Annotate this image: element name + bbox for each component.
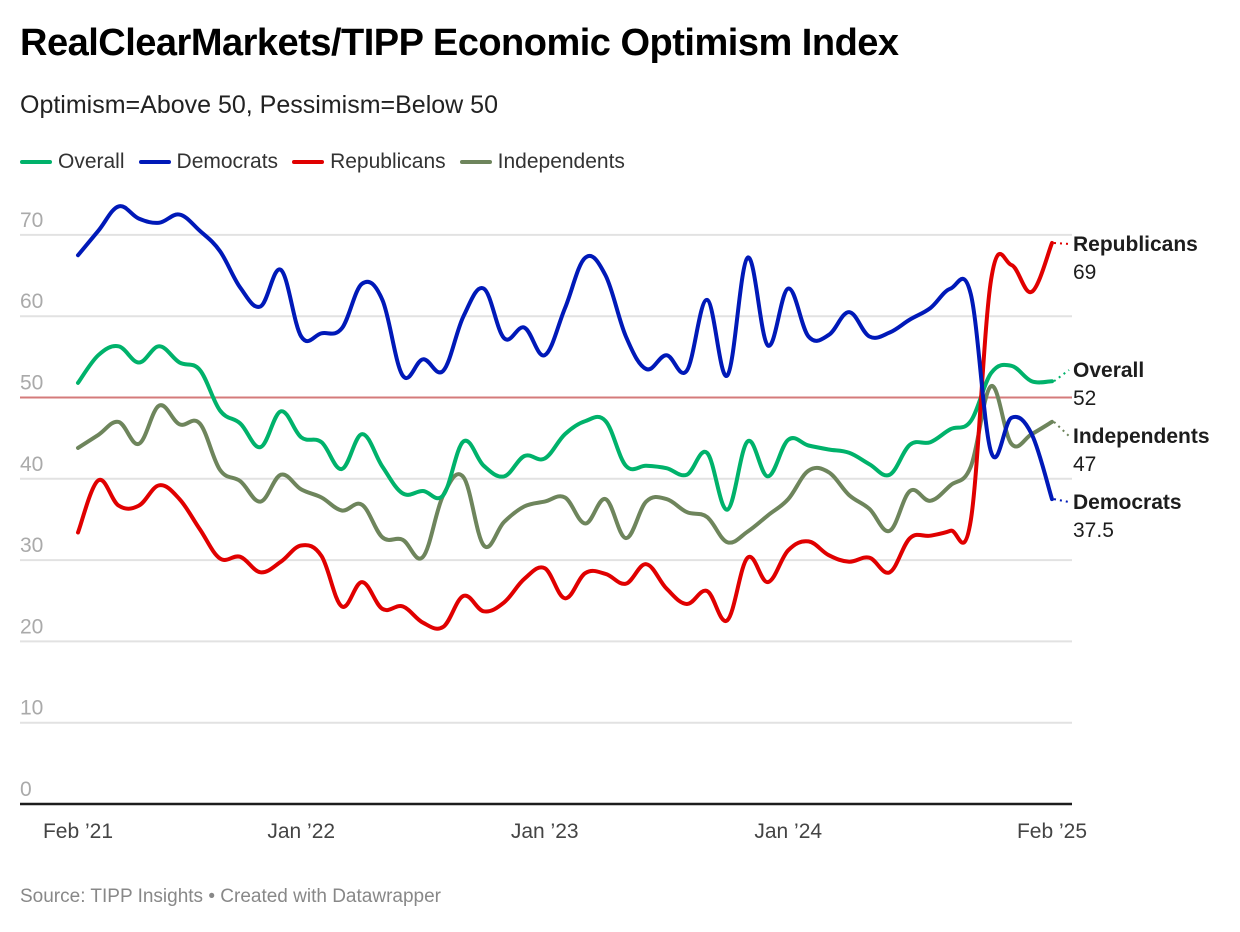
end-label-democrats: Democrats [1073,491,1182,514]
series-line-republicans [76,241,1054,631]
legend-swatch-independents [459,160,492,164]
legend-label-overall: Overall [58,150,125,173]
legend-item-democrats: Democrats [138,150,279,174]
source-note: Source: TIPP Insights • Created with Dat… [20,886,441,907]
gridlines [20,233,1072,724]
end-value-overall: 52 [1073,387,1096,410]
series-line-overall [76,344,1054,512]
end-label-connector [1053,498,1070,503]
y-tick-label: 20 [20,615,43,638]
end-labels: Overall 52 Democrats 37.5 Republicans 69 Indep… [1053,233,1210,542]
y-tick-label: 10 [20,697,43,720]
end-value-independents: 47 [1073,453,1096,476]
legend: Overall Democrats Republicans Independen… [20,150,625,174]
y-axis-ticks: 0 10 20 30 40 50 60 70 [20,209,43,801]
end-value-republicans: 69 [1073,261,1096,284]
y-tick-label: 30 [20,534,43,557]
end-value-democrats: 37.5 [1073,519,1114,542]
x-tick-label: Jan ’24 [754,820,822,843]
end-label-republicans: Republicans [1073,233,1198,256]
y-tick-label: 50 [20,372,43,395]
y-tick-label: 0 [20,778,32,801]
x-tick-label: Feb ’25 [1017,820,1087,843]
x-tick-label: Jan ’23 [511,820,579,843]
x-tick-label: Feb ’21 [43,820,113,843]
legend-swatch-overall [20,160,52,164]
series-line-democrats [76,204,1054,502]
y-tick-label: 40 [20,453,43,476]
chart-title: RealClearMarkets/TIPP Economic Optimism … [20,22,899,64]
legend-item-independents: Independents [459,150,625,174]
legend-item-overall: Overall [20,150,125,174]
end-label-connector [1053,369,1070,383]
series-line-independents [76,384,1054,561]
legend-item-republicans: Republicans [292,150,446,174]
end-label-overall: Overall [1073,359,1144,382]
legend-label-democrats: Democrats [176,150,279,173]
end-label-connector [1053,242,1070,245]
end-label-independents: Independents [1073,425,1210,448]
legend-swatch-republicans [292,160,325,164]
series-lines [76,204,1054,631]
y-tick-label: 70 [20,209,43,232]
end-label-connector [1053,421,1070,437]
x-tick-label: Jan ’22 [267,820,335,843]
x-axis: Feb ’21 Jan ’22 Jan ’23 Jan ’24 Feb ’25 [20,802,1087,843]
y-tick-label: 60 [20,290,43,313]
legend-label-independents: Independents [497,150,625,173]
legend-label-republicans: Republicans [330,150,446,173]
legend-swatch-democrats [138,160,171,164]
chart-subtitle: Optimism=Above 50, Pessimism=Below 50 [20,91,498,119]
